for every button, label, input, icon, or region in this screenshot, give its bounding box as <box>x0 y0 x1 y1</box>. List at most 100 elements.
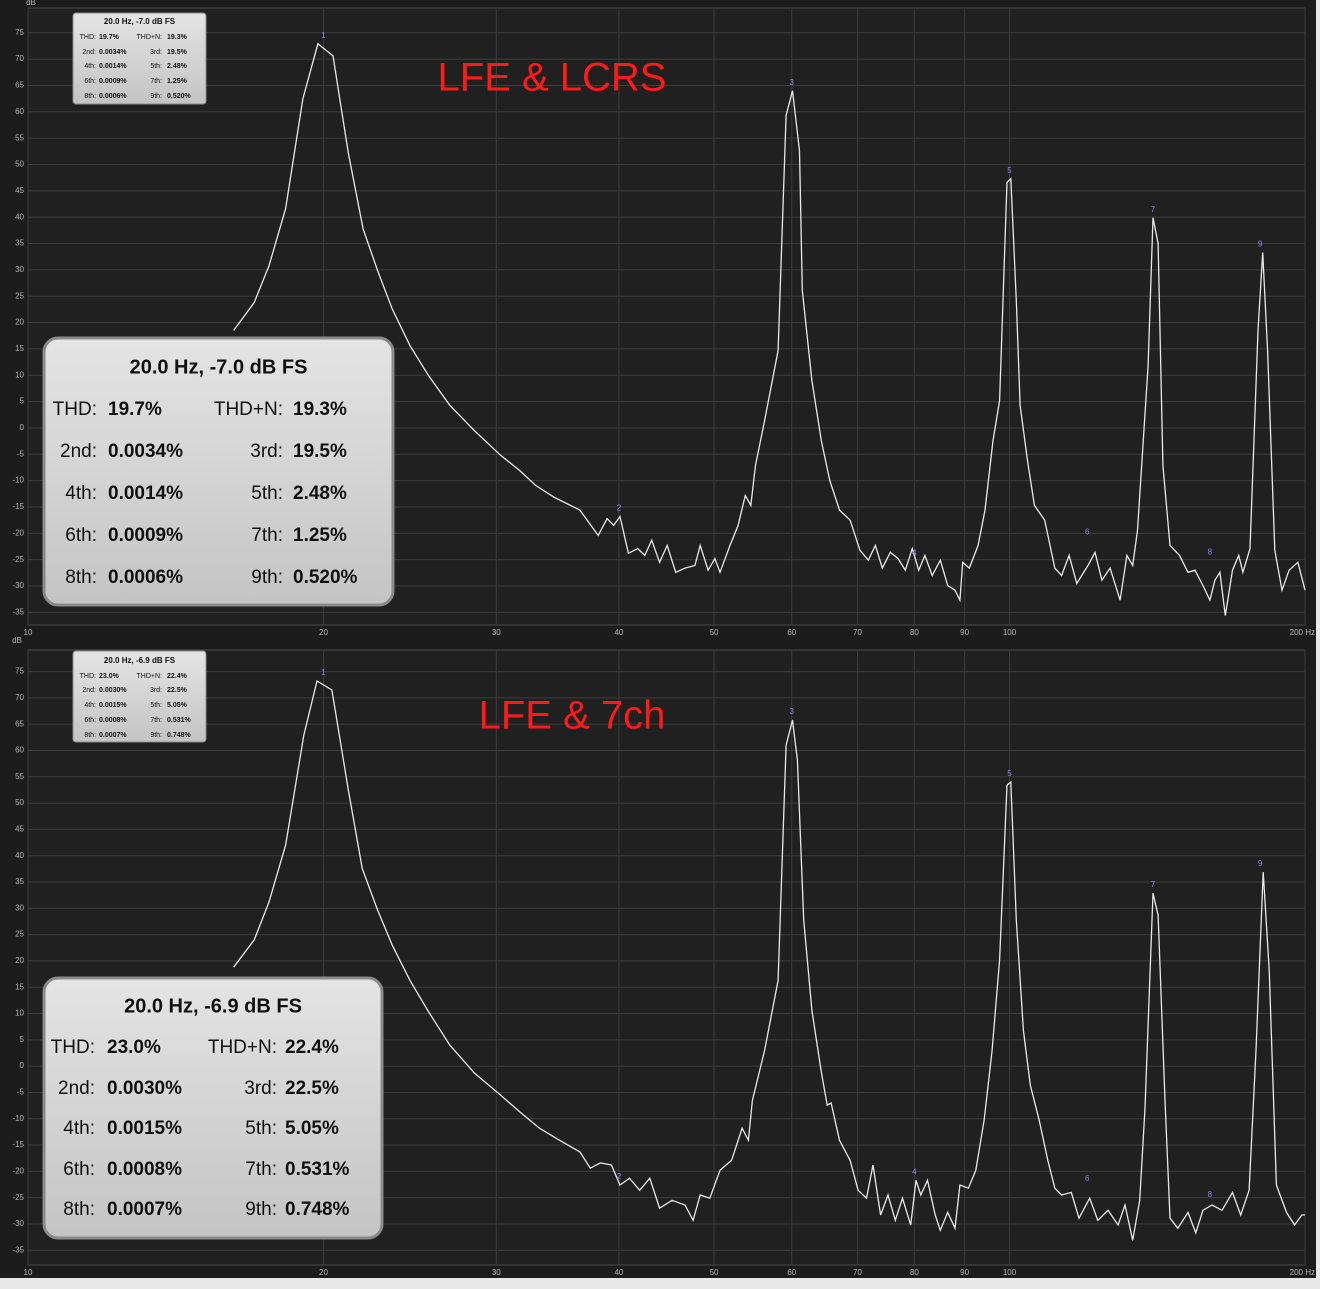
chart-title: LFE & 7ch <box>479 694 666 738</box>
y-axis-label: dB <box>12 636 22 645</box>
info-value: 1.25% <box>293 525 347 546</box>
info-label: THD: <box>80 34 96 41</box>
info-label: 9th: <box>245 1199 277 1220</box>
info-box-large: 20.0 Hz, -7.0 dB FS THD: 19.7% THD+N: 19.3% 2… <box>42 336 395 607</box>
info-label: 3rd: <box>244 1078 277 1099</box>
harmonic-marker: 5 <box>1007 769 1012 778</box>
y-tick-label: 15 <box>15 982 24 991</box>
info-box-small-frame <box>72 12 207 105</box>
x-tick-label: 10 <box>24 628 33 637</box>
y-tick-label: -30 <box>12 1219 24 1228</box>
info-label: 3rd: <box>250 441 283 462</box>
y-axis-label: dB <box>26 0 36 7</box>
harmonic-marker: 4 <box>912 1167 917 1176</box>
info-label: THD+N: <box>214 399 283 420</box>
info-box-small: 20.0 Hz, -7.0 dB FS THD: 19.7% THD+N: 19.3% 2… <box>72 12 207 105</box>
info-value: 0.0007% <box>107 1199 182 1220</box>
info-label: 2nd: <box>82 49 96 56</box>
y-tick-label: 60 <box>15 107 24 116</box>
chart-title: LFE & LCRS <box>438 56 667 100</box>
y-tick-label: -10 <box>12 476 24 485</box>
y-tick-label: 65 <box>15 81 24 90</box>
y-tick-label: 70 <box>15 54 24 63</box>
y-tick-label: -15 <box>12 502 24 511</box>
info-value: 0.0034% <box>99 49 127 56</box>
info-label: 6th: <box>84 78 96 85</box>
info-value: 0.0034% <box>108 441 183 462</box>
y-tick-label: 20 <box>15 956 24 965</box>
info-value: 19.7% <box>99 34 120 41</box>
y-tick-label: 10 <box>15 1009 24 1018</box>
info-value: 0.0008% <box>99 717 127 724</box>
y-tick-label: 20 <box>15 318 24 327</box>
y-tick-label: -35 <box>12 1245 24 1254</box>
info-label: 9th: <box>251 567 283 588</box>
harmonic-marker: 6 <box>1085 527 1090 536</box>
info-value: 0.0015% <box>107 1118 182 1139</box>
info-label: 6th: <box>65 525 97 546</box>
info-header: 20.0 Hz, -7.0 dB FS <box>130 356 308 378</box>
harmonic-marker: 8 <box>1208 1190 1213 1199</box>
y-tick-label: 30 <box>15 903 24 912</box>
x-tick-label: 40 <box>614 628 623 637</box>
info-box-small-frame <box>72 650 207 743</box>
y-tick-label: 50 <box>15 160 24 169</box>
y-tick-label: -5 <box>17 1088 25 1097</box>
harmonic-marker: 4 <box>912 548 917 557</box>
info-value: 0.0008% <box>107 1159 182 1180</box>
info-value: 0.0015% <box>99 702 127 709</box>
harmonic-marker: 6 <box>1085 1174 1090 1183</box>
y-tick-label: -35 <box>12 607 24 616</box>
x-tick-label: 60 <box>787 1268 796 1277</box>
info-label: 6th: <box>84 717 96 724</box>
y-tick-label: 25 <box>15 291 24 300</box>
info-value: 19.5% <box>293 441 347 462</box>
harmonic-marker: 3 <box>790 707 795 716</box>
harmonic-marker: 2 <box>617 504 622 513</box>
y-tick-label: 45 <box>15 186 24 195</box>
info-box-large-frame <box>42 336 395 607</box>
info-value: 23.0% <box>107 1037 161 1058</box>
y-tick-label: -10 <box>12 1114 24 1123</box>
info-label: 5th: <box>245 1118 277 1139</box>
info-label: 7th: <box>150 78 162 85</box>
harmonic-marker: 8 <box>1208 547 1213 556</box>
y-tick-label: 40 <box>15 851 24 860</box>
info-label: THD+N: <box>137 673 163 680</box>
x-tick-label: 100 <box>1003 628 1017 637</box>
y-tick-label: 0 <box>20 423 25 432</box>
y-tick-label: 65 <box>15 719 24 728</box>
y-tick-label: 35 <box>15 877 24 886</box>
info-value: 0.0006% <box>99 93 127 100</box>
harmonic-marker: 9 <box>1258 859 1263 868</box>
info-value: 23.0% <box>99 673 120 680</box>
harmonic-marker: 1 <box>321 668 326 677</box>
y-tick-label: 75 <box>15 28 24 37</box>
info-label: 4th: <box>65 483 97 504</box>
info-box-small: 20.0 Hz, -6.9 dB FS THD: 23.0% THD+N: 22.4% 2… <box>72 650 207 743</box>
info-value: 0.0014% <box>108 483 183 504</box>
data-line <box>233 679 1305 1241</box>
x-tick-label: 50 <box>710 1268 719 1277</box>
info-box-large: 20.0 Hz, -6.9 dB FS THD: 23.0% THD+N: 22.4% 2… <box>42 976 384 1240</box>
info-value: 19.3% <box>167 34 188 41</box>
info-label: THD: <box>51 1037 95 1058</box>
x-tick-label: 40 <box>614 1268 623 1277</box>
harmonic-marker: 7 <box>1151 880 1156 889</box>
x-tick-label: 70 <box>853 628 862 637</box>
y-tick-label: 0 <box>20 1061 25 1070</box>
harmonic-marker: 5 <box>1007 166 1012 175</box>
y-tick-label: 35 <box>15 239 24 248</box>
y-tick-label: 15 <box>15 344 24 353</box>
harmonic-marker: 7 <box>1151 205 1156 214</box>
info-label: 9th: <box>150 93 162 100</box>
info-label: 8th: <box>84 93 96 100</box>
x-tick-label: 50 <box>710 628 719 637</box>
info-label: THD: <box>80 673 96 680</box>
info-value: 0.0006% <box>108 567 183 588</box>
harmonic-marker: 3 <box>790 78 795 87</box>
y-tick-label: -20 <box>12 528 24 537</box>
x-tick-label: 70 <box>853 1268 862 1277</box>
harmonic-marker: 2 <box>617 1172 622 1181</box>
y-tick-label: -25 <box>12 1193 24 1202</box>
